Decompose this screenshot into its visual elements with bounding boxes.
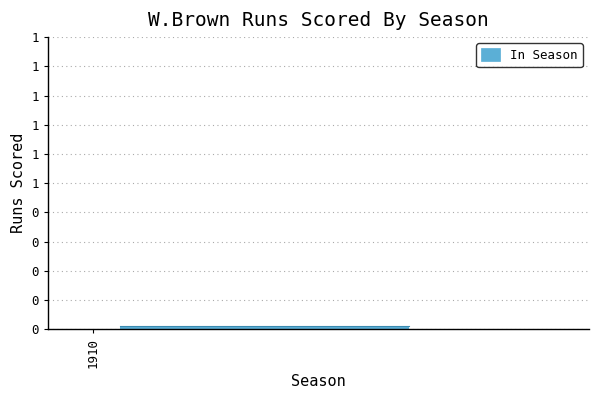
X-axis label: Season: Season <box>291 374 346 389</box>
Y-axis label: Runs Scored: Runs Scored <box>11 133 26 234</box>
Legend: In Season: In Season <box>476 44 583 67</box>
Title: W.Brown Runs Scored By Season: W.Brown Runs Scored By Season <box>148 11 489 30</box>
